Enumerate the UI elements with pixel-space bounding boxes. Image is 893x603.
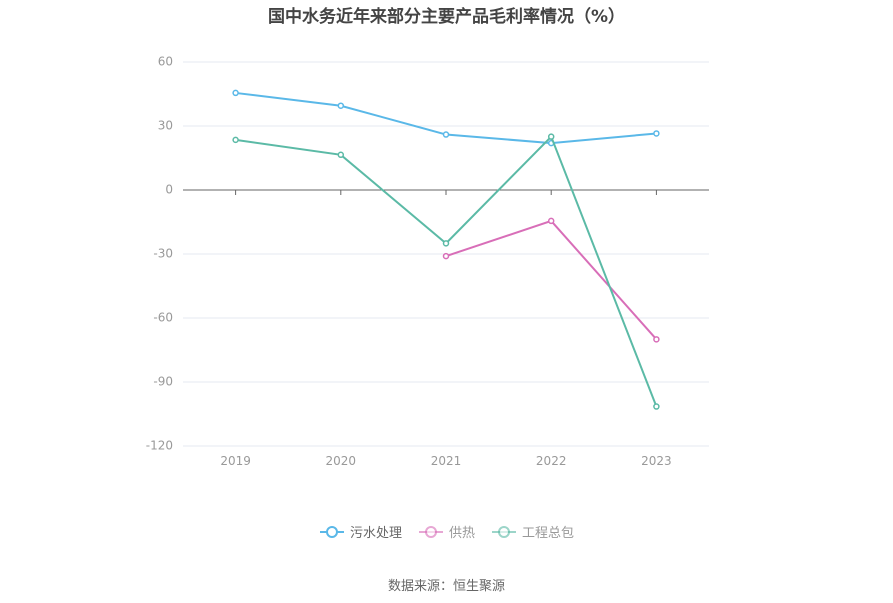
data-point — [442, 252, 450, 260]
x-tick-label: 2021 — [431, 454, 462, 468]
legend: 污水处理 供热 工程总包 — [0, 522, 893, 541]
legend-label: 工程总包 — [522, 526, 575, 541]
x-tick-label: 2023 — [641, 454, 672, 468]
x-tick-label: 2020 — [326, 454, 357, 468]
data-point — [653, 130, 660, 137]
y-tick-label: 30 — [158, 119, 173, 133]
x-tick-label: 2022 — [536, 454, 567, 468]
legend-swatch-icon — [319, 525, 344, 538]
data-point — [653, 403, 660, 410]
axis-layer: 60 30 0 -30 -60 -90 -120 2019 2020 2021 2022 2023 — [146, 55, 672, 469]
chart-title: 国中水务近年来部分主要产品毛利率情况（%） — [267, 7, 626, 27]
series-line — [445, 219, 658, 340]
source-note: 数据来源：恒生聚源 — [387, 579, 505, 594]
series-line — [235, 134, 658, 407]
legend-item[interactable]: 污水处理 — [319, 522, 402, 541]
y-tick-label: -120 — [146, 439, 173, 453]
data-point — [653, 336, 660, 343]
series-2 — [442, 217, 660, 343]
legend-item[interactable]: 工程总包 — [491, 522, 574, 541]
y-tick-label: 0 — [165, 183, 173, 197]
y-tick-label: -60 — [153, 311, 173, 325]
series-layer — [232, 89, 660, 410]
y-tick-label: -30 — [153, 247, 173, 261]
data-point — [442, 240, 450, 247]
legend-label: 供热 — [448, 526, 475, 541]
data-point — [547, 133, 555, 140]
x-tick-label: 2019 — [220, 454, 251, 468]
y-tick-label: 60 — [158, 55, 173, 69]
chart-plot: 60 30 0 -30 -60 -90 -120 2019 2020 2021 2022 2023 — [146, 55, 709, 469]
data-point — [232, 136, 239, 144]
data-point — [442, 131, 450, 138]
legend-item[interactable]: 供热 — [418, 522, 475, 541]
series-1 — [232, 89, 660, 147]
data-point — [337, 102, 345, 109]
series-3 — [232, 133, 660, 410]
data-point — [547, 217, 555, 225]
data-point — [337, 151, 345, 159]
data-point — [232, 89, 239, 97]
legend-swatch-icon — [418, 525, 443, 538]
legend-swatch-icon — [492, 525, 516, 538]
y-tick-label: -90 — [153, 375, 173, 389]
legend-label: 污水处理 — [349, 526, 402, 541]
